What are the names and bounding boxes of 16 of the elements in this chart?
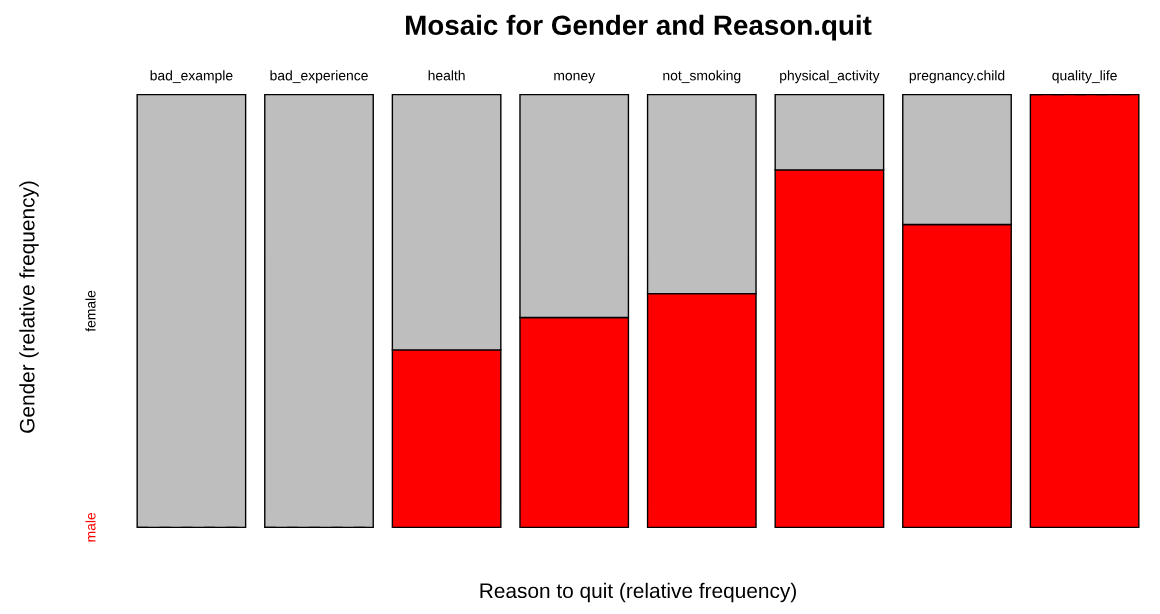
bar [136,93,247,529]
x-axis-title: Reason to quit (relative frequency) [480,582,796,603]
x-tick-label: bad_experience [270,70,368,84]
bar [1029,93,1140,529]
bar [264,93,374,529]
x-tick-label: not_smoking [663,70,741,84]
x-tick-label: physical_activity [780,70,880,84]
x-tick-label: bad_example [150,70,233,84]
x-tick-label: money [554,72,596,84]
text: female [85,290,96,332]
chart-title: Mosaic for Gender and Reason.quit [406,14,872,41]
text: male [85,512,96,542]
y-axis-title: Gender (relative frequency) [19,181,39,433]
x-tick-label: health [428,70,465,81]
x-tick-label: quality_life [1052,70,1117,84]
x-tick-label: pregnancy.child [909,70,1005,84]
